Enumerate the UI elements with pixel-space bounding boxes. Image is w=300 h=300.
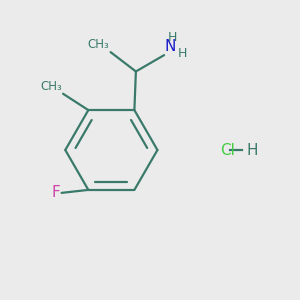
Text: CH₃: CH₃ <box>87 38 109 51</box>
Text: N: N <box>165 39 176 54</box>
Text: H: H <box>247 142 258 158</box>
Text: H: H <box>178 47 187 60</box>
Text: H: H <box>168 31 177 44</box>
Text: CH₃: CH₃ <box>40 80 62 93</box>
Text: Cl: Cl <box>220 142 235 158</box>
Text: F: F <box>52 185 60 200</box>
